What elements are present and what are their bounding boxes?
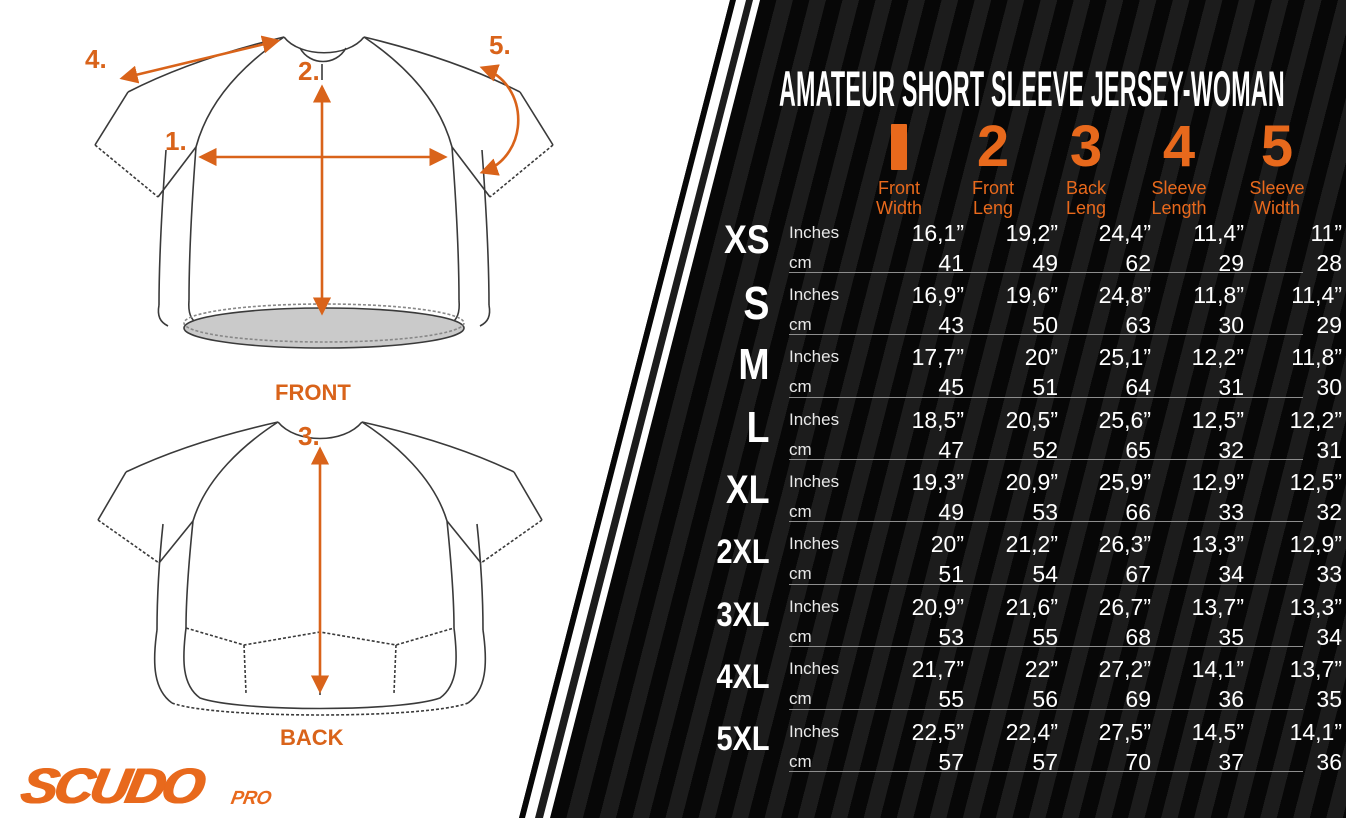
svg-text:FRONT: FRONT	[275, 380, 351, 405]
svg-text:2.: 2.	[298, 56, 320, 86]
svg-text:3.: 3.	[298, 421, 320, 451]
svg-text:5.: 5.	[489, 30, 511, 60]
svg-text:4.: 4.	[85, 44, 107, 74]
svg-text:BACK: BACK	[280, 725, 344, 750]
svg-text:1.: 1.	[165, 126, 187, 156]
